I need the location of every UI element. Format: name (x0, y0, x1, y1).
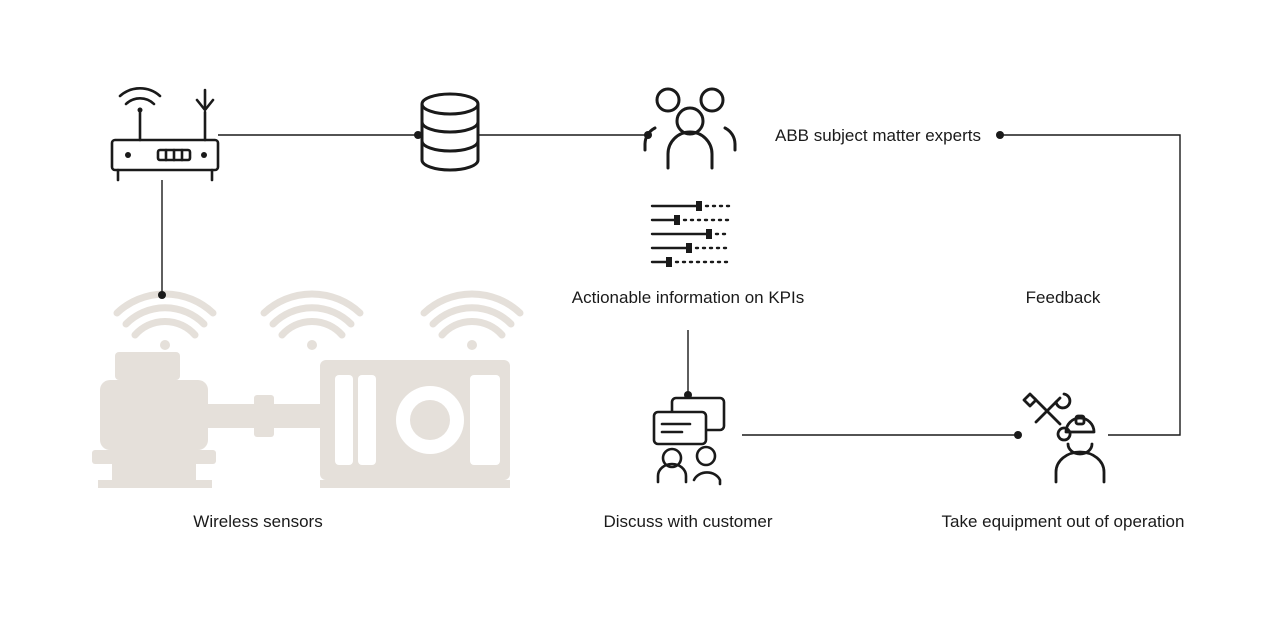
sliders-icon (652, 201, 730, 267)
label-machinery: Wireless sensors (193, 512, 322, 531)
label-discuss: Discuss with customer (603, 512, 772, 531)
label-feedback_label: Feedback (1026, 288, 1101, 307)
machinery-icon (92, 294, 520, 488)
label-sliders: Actionable information on KPIs (572, 288, 804, 307)
database-icon (422, 94, 478, 170)
label-experts: ABB subject matter experts (775, 126, 981, 145)
discuss-icon (654, 398, 724, 484)
connector-dots (158, 131, 1022, 439)
people-group-icon (645, 89, 735, 168)
label-maintenance: Take equipment out of operation (942, 512, 1185, 531)
router-icon (112, 88, 218, 180)
connectors (162, 135, 1180, 435)
maintenance-icon (1024, 394, 1104, 482)
edge-feedback-loop (1000, 135, 1180, 435)
diagram-canvas: ABB subject matter experts Actionable inf… (0, 0, 1280, 631)
